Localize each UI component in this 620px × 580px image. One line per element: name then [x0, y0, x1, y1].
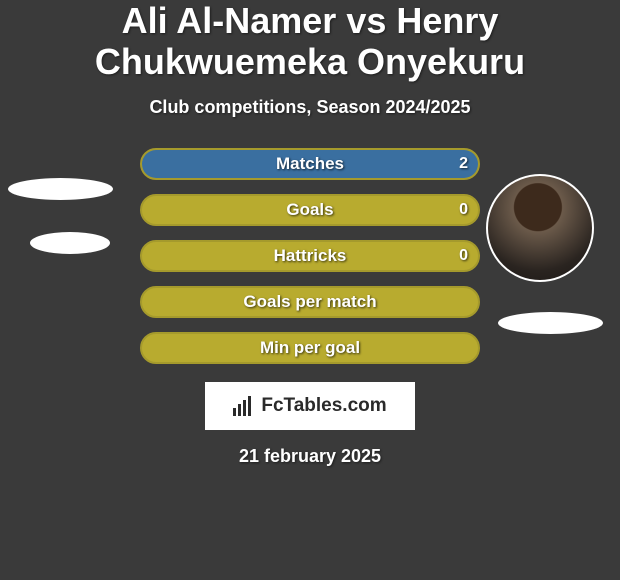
- player-right-shape: [498, 312, 603, 334]
- fctables-logo: FcTables.com: [205, 382, 415, 430]
- stat-bars: Matches2Goals0Hattricks0Goals per matchM…: [140, 148, 480, 364]
- chart-icon: [233, 396, 255, 416]
- stat-value-right: 2: [459, 150, 468, 178]
- footer-date: 21 february 2025: [0, 446, 620, 467]
- player-left-shape: [30, 232, 110, 254]
- stat-label: Goals: [142, 196, 478, 224]
- stat-bar-row: Goals per match: [140, 286, 480, 318]
- bar-fill-right: [142, 150, 478, 178]
- comparison-title: Ali Al-Namer vs Henry Chukwuemeka Onyeku…: [0, 0, 620, 83]
- stat-bar-row: Goals0: [140, 194, 480, 226]
- stat-bar-row: Hattricks0: [140, 240, 480, 272]
- stat-value-right: 0: [459, 196, 468, 224]
- comparison-subtitle: Club competitions, Season 2024/2025: [0, 97, 620, 118]
- player-right-photo: [486, 174, 594, 282]
- stat-bar-row: Matches2: [140, 148, 480, 180]
- stat-label: Hattricks: [142, 242, 478, 270]
- logo-text: FcTables.com: [261, 395, 386, 417]
- stat-bar-row: Min per goal: [140, 332, 480, 364]
- stat-value-right: 0: [459, 242, 468, 270]
- stat-label: Goals per match: [142, 288, 478, 316]
- stat-label: Min per goal: [142, 334, 478, 362]
- player-left-shape: [8, 178, 113, 200]
